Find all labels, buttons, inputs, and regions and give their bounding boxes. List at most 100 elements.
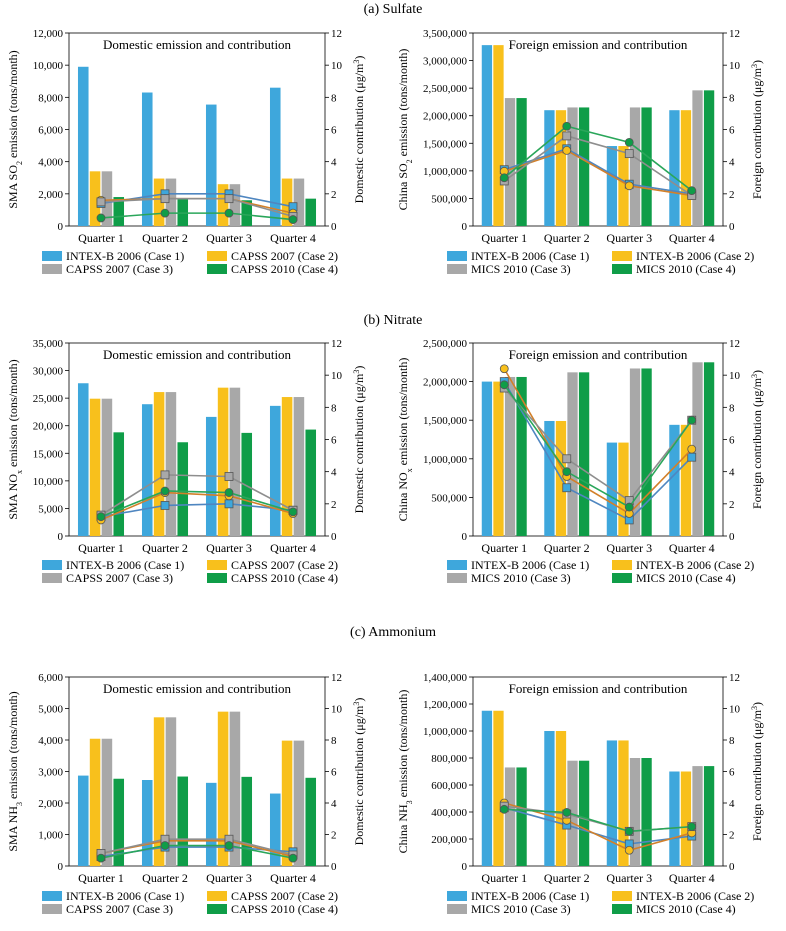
y-tick-label: 1,400,000 bbox=[423, 672, 468, 684]
x-tick-label: Quarter 2 bbox=[544, 541, 590, 555]
contribution-marker-case4 bbox=[96, 213, 106, 223]
legend-label: INTEX-B 2006 (Case 1) bbox=[471, 558, 589, 572]
bar-case3 bbox=[504, 98, 516, 226]
bar-case1 bbox=[141, 780, 153, 866]
contribution-line-case2 bbox=[503, 368, 693, 515]
x-tick-label: Quarter 4 bbox=[270, 231, 316, 245]
bar-case4 bbox=[703, 90, 715, 226]
x-tick-label: Quarter 1 bbox=[78, 541, 124, 555]
bar-case2 bbox=[618, 442, 629, 536]
y2-tick-label: 4 bbox=[331, 798, 337, 810]
contribution-marker-case4 bbox=[624, 502, 634, 512]
bar-case1 bbox=[269, 405, 281, 536]
legend-swatch-case3 bbox=[42, 264, 62, 274]
contribution-line-case4 bbox=[503, 384, 693, 509]
legend-label: INTEX-B 2006 (Case 2) bbox=[636, 249, 754, 263]
legend-label: INTEX-B 2006 (Case 1) bbox=[471, 249, 589, 263]
y-tick-label: 200,000 bbox=[431, 834, 467, 846]
x-tick-label: Quarter 2 bbox=[142, 871, 188, 885]
legend-label: INTEX-B 2006 (Case 1) bbox=[66, 558, 184, 572]
contribution-line-case1 bbox=[100, 503, 294, 518]
section-title: (c) Ammonium bbox=[350, 625, 436, 640]
bar-case1 bbox=[77, 775, 89, 866]
y-tick-label: 1,500,000 bbox=[423, 415, 468, 427]
y-axis-title: China NH3 emission (tons/month) bbox=[396, 690, 414, 854]
contribution-marker-case4 bbox=[499, 173, 509, 183]
y2-tick-label: 8 bbox=[331, 92, 337, 104]
contribution-marker-case4 bbox=[224, 488, 234, 497]
bar-case2 bbox=[153, 392, 165, 536]
chart-title: Domestic emission and contribution bbox=[103, 681, 292, 696]
y2-tick-label: 6 bbox=[729, 767, 735, 779]
legend-swatch-case1 bbox=[447, 891, 467, 901]
y2-tick-label: 12 bbox=[331, 28, 342, 40]
legend-label: MICS 2010 (Case 3) bbox=[471, 571, 571, 585]
y2-tick-label: 10 bbox=[729, 370, 741, 382]
y2-tick-label: 2 bbox=[331, 189, 337, 201]
y-axis-title: SMA SO2 emission (tons/month) bbox=[6, 50, 24, 208]
contribution-line-case4 bbox=[503, 125, 693, 192]
contribution-marker-case4 bbox=[160, 208, 170, 218]
bar-case4 bbox=[241, 432, 253, 536]
bar-case4 bbox=[241, 200, 253, 226]
y-tick-label: 1,000,000 bbox=[423, 166, 468, 178]
y-tick-label: 0 bbox=[58, 221, 64, 233]
x-tick-label: Quarter 3 bbox=[206, 541, 252, 555]
chart-title: Domestic emission and contribution bbox=[103, 347, 292, 362]
y2-tick-label: 8 bbox=[729, 402, 735, 414]
contribution-line-case3 bbox=[503, 387, 693, 502]
legend-label: MICS 2010 (Case 4) bbox=[636, 262, 736, 276]
x-tick-label: Quarter 2 bbox=[142, 541, 188, 555]
contribution-marker-case4 bbox=[687, 415, 697, 425]
bar-case4 bbox=[516, 376, 527, 536]
legend-swatch-case2 bbox=[612, 891, 632, 901]
legend-swatch-case1 bbox=[42, 891, 62, 901]
bar-case3 bbox=[504, 376, 516, 536]
y-tick-label: 500,000 bbox=[431, 193, 467, 205]
y-tick-label: 2,500,000 bbox=[423, 338, 468, 350]
chart-panel-2: Foreign emission and contribution 0 500,00… bbox=[396, 28, 764, 276]
y-tick-label: 15,000 bbox=[33, 448, 64, 460]
legend-label: MICS 2010 (Case 4) bbox=[636, 902, 736, 916]
bar-case4 bbox=[305, 777, 317, 866]
contribution-line-case2 bbox=[100, 491, 294, 521]
bar-case1 bbox=[205, 782, 217, 866]
bar-case3 bbox=[165, 717, 177, 866]
bar-case4 bbox=[578, 372, 590, 536]
y2-tick-label: 0 bbox=[331, 861, 337, 873]
contribution-line-case4 bbox=[100, 212, 294, 221]
bar-case4 bbox=[177, 776, 189, 866]
legend-swatch-case2 bbox=[612, 251, 632, 261]
bar-case3 bbox=[165, 178, 177, 226]
x-tick-label: Quarter 2 bbox=[142, 231, 188, 245]
contribution-marker-case4 bbox=[499, 380, 509, 390]
bar-case4 bbox=[113, 432, 125, 536]
y-tick-label: 4,000 bbox=[38, 157, 63, 169]
contribution-marker-case2 bbox=[499, 364, 509, 374]
legend-swatch-case4 bbox=[612, 573, 632, 583]
bar-case1 bbox=[481, 710, 493, 866]
y-tick-label: 8,000 bbox=[38, 92, 63, 104]
contribution-line-case1 bbox=[503, 381, 693, 521]
bar-case2 bbox=[153, 178, 165, 226]
bar-case2 bbox=[281, 740, 293, 866]
contribution-marker-case4 bbox=[224, 208, 234, 218]
contribution-marker-case4 bbox=[499, 804, 509, 814]
bar-case3 bbox=[101, 171, 113, 226]
bar-case1 bbox=[481, 381, 493, 536]
y-tick-label: 5,000 bbox=[38, 704, 63, 716]
bar-case4 bbox=[641, 107, 652, 226]
contribution-marker-case4 bbox=[687, 822, 697, 832]
bar-case2 bbox=[680, 771, 692, 866]
bar-case1 bbox=[269, 793, 281, 866]
bar-case2 bbox=[217, 387, 229, 536]
contribution-line-case3 bbox=[100, 474, 294, 516]
contribution-line-case4 bbox=[100, 844, 294, 859]
contribution-marker-case4 bbox=[288, 853, 298, 863]
contribution-marker-case4 bbox=[224, 841, 234, 850]
y-tick-label: 0 bbox=[58, 531, 64, 543]
legend-label: INTEX-B 2006 (Case 2) bbox=[636, 558, 754, 572]
bar-case2 bbox=[217, 711, 229, 866]
y-tick-label: 400,000 bbox=[431, 807, 467, 819]
bar-case1 bbox=[205, 104, 217, 226]
